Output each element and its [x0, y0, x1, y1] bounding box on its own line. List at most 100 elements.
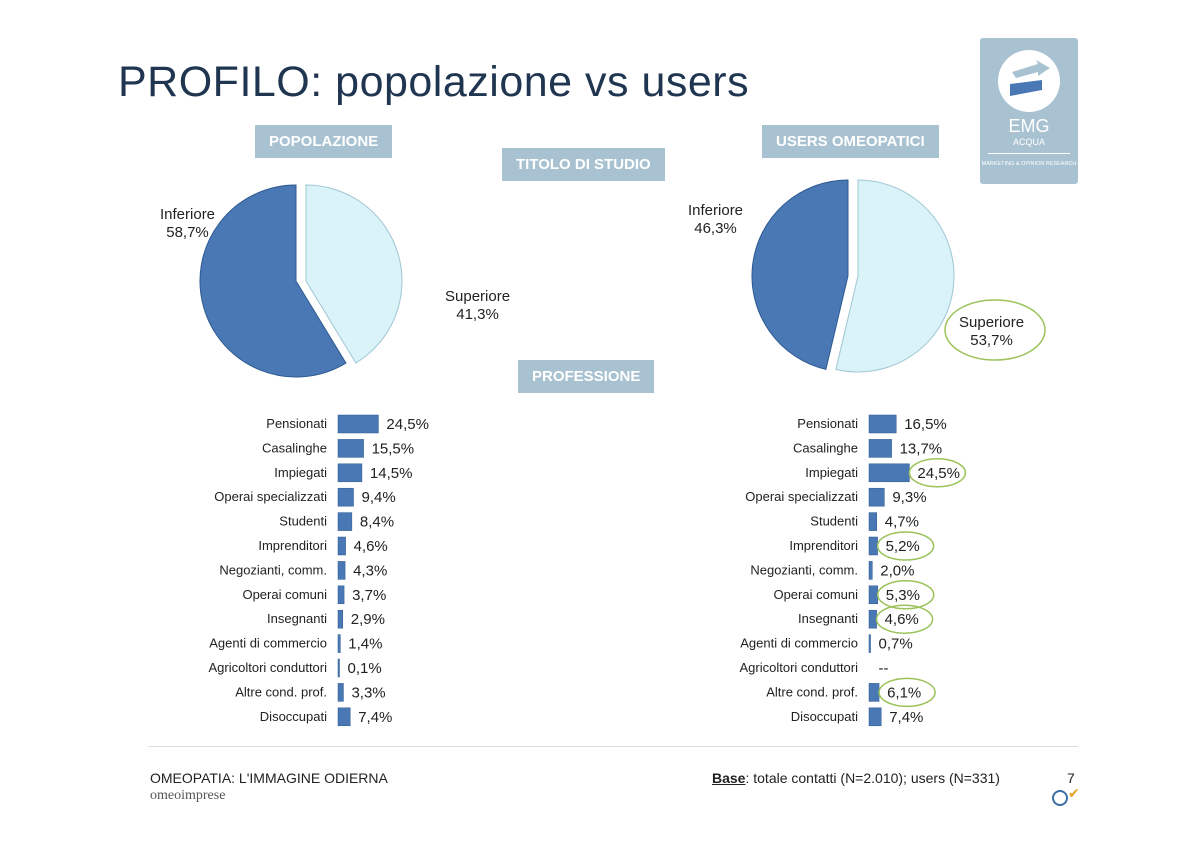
bar1-value-label: 8,4%: [360, 514, 394, 531]
bar1-value-label: 4,3%: [353, 562, 387, 579]
bar1-category-label: Agenti di commercio: [209, 636, 327, 651]
bar2-bar: [868, 585, 878, 605]
bar1-category-label: Impiegati: [274, 465, 327, 480]
bar2-category-label: Pensionati: [797, 416, 858, 431]
bar2-value-label: 4,6%: [885, 611, 919, 628]
bar2-bar: [868, 487, 885, 507]
bar1-bar: [337, 585, 345, 605]
pie1-label-superiore: Superiore 41,3%: [445, 288, 511, 323]
bar1-bar: [337, 414, 379, 434]
check-logo-icon: ✔: [1068, 786, 1080, 802]
bar1-bar: [337, 683, 344, 702]
bar2-value-label: 0,7%: [879, 636, 913, 653]
bar2-value-label: 24,5%: [917, 465, 960, 482]
bar1-value-label: 4,6%: [354, 538, 388, 555]
bar1-value-label: 24,5%: [386, 416, 429, 433]
bar2-value-label: 9,3%: [892, 489, 926, 506]
bar1-value-label: 2,9%: [351, 611, 385, 628]
bar2-category-label: Operai comuni: [773, 587, 858, 602]
bar1-bar: [337, 512, 353, 531]
footer-title: OMEOPATIA: L'IMMAGINE ODIERNA: [150, 770, 388, 786]
bar2-value-label: 5,2%: [886, 538, 920, 555]
bar1-category-label: Negozianti, comm.: [219, 562, 327, 577]
bar2-highlight-ring: [876, 580, 935, 610]
logo-tagline: MARKETING & OPINION RESEARCH: [981, 161, 1077, 167]
bar2-value-label: 5,3%: [886, 587, 920, 604]
pie2-label-superiore: Superiore 53,7%: [959, 314, 1025, 349]
tag-users: USERS OMEOPATICI: [762, 125, 939, 158]
footer-base: Base: totale contatti (N=2.010); users (…: [712, 770, 1000, 786]
pie2-slice-inferiore: [751, 179, 849, 371]
bar1-category-label: Disoccupati: [260, 709, 327, 724]
bar1-bar: [337, 707, 351, 727]
bar2-bar: [868, 683, 880, 702]
bar1-category-label: Operai specializzati: [214, 489, 327, 504]
tag-popolazione: POPOLAZIONE: [255, 125, 393, 158]
bar2-highlight-ring: [875, 604, 934, 634]
bar2-bar: [868, 609, 877, 629]
bar2-highlight-ring: [876, 531, 935, 561]
bar1-value-label: 3,3%: [351, 684, 385, 701]
bar2-category-label: Agricoltori conduttori: [740, 660, 859, 675]
bar1-value-label: 9,4%: [362, 489, 396, 506]
bar2-highlight-ring: [878, 677, 936, 708]
bar2-value-label: 16,5%: [904, 416, 947, 433]
page-number: 7: [1067, 770, 1075, 786]
bar1-value-label: 14,5%: [370, 465, 413, 482]
bar2-bar: [868, 463, 910, 483]
bar2-category-label: Studenti: [810, 514, 858, 529]
pie2-slice-superiore: [835, 179, 955, 373]
bar1-value-label: 3,7%: [352, 587, 386, 604]
pie2-label-inferiore: Inferiore 46,3%: [688, 202, 744, 237]
bar2-value-label: 4,7%: [885, 514, 919, 531]
bar2-bar: [868, 707, 882, 727]
bar1-bar: [337, 487, 354, 507]
bar2-category-label: Insegnanti: [798, 611, 858, 626]
bar2-category-label: Imprenditori: [789, 538, 858, 553]
bar1-bar: [337, 658, 340, 678]
bar1-category-label: Studenti: [279, 514, 327, 529]
arrow-logo-icon: [998, 50, 1060, 112]
pie1-slice-inferiore: [199, 184, 347, 378]
bar2-highlight-ring: [908, 458, 967, 488]
bar1-category-label: Operai comuni: [242, 587, 327, 602]
bar1-category-label: Pensionati: [266, 416, 327, 431]
bar1-bar: [337, 439, 364, 458]
bar2-category-label: Impiegati: [805, 465, 858, 480]
bar1-value-label: 15,5%: [372, 440, 415, 457]
bar1-value-label: 7,4%: [358, 709, 392, 726]
bar2-value-label: 13,7%: [900, 440, 943, 457]
bar1-value-label: 1,4%: [348, 636, 382, 653]
bar1-value-label: 0,1%: [348, 660, 382, 677]
pie1-slice-superiore: [305, 184, 403, 364]
footer-brand: omeoimprese: [150, 788, 226, 803]
bar2-value-label: --: [879, 660, 889, 677]
logo-name: EMG: [1008, 116, 1050, 136]
bar2-bar: [868, 414, 897, 434]
bar2-category-label: Altre cond. prof.: [766, 684, 858, 699]
pie1-label-inferiore: Inferiore 58,7%: [160, 206, 216, 241]
bar2-category-label: Operai specializzati: [745, 489, 858, 504]
tag-professione: PROFESSIONE: [518, 360, 655, 393]
bar2-bar: [868, 536, 878, 556]
pie2-highlight-ring: [944, 299, 1046, 361]
tag-titolo-studio: TITOLO DI STUDIO: [502, 148, 665, 181]
bar1-bar: [337, 561, 346, 580]
bar1-category-label: Altre cond. prof.: [235, 684, 327, 699]
bar2-category-label: Negozianti, comm.: [750, 562, 858, 577]
bar2-bar: [868, 439, 892, 458]
bar1-category-label: Casalinghe: [262, 440, 327, 455]
emg-logo: EMG ACQUA MARKETING & OPINION RESEARCH: [980, 38, 1078, 184]
bar2-value-label: 2,0%: [880, 562, 914, 579]
bar2-category-label: Casalinghe: [793, 440, 858, 455]
bar2-bar: [868, 561, 873, 580]
bar1-category-label: Imprenditori: [258, 538, 327, 553]
logo-sub: ACQUA: [1012, 137, 1045, 147]
bar1-category-label: Insegnanti: [267, 611, 327, 626]
bar2-value-label: 7,4%: [889, 709, 923, 726]
page-title: PROFILO: popolazione vs users: [118, 58, 750, 106]
bar2-bar: [868, 634, 871, 653]
bar2-bar: [868, 512, 878, 531]
